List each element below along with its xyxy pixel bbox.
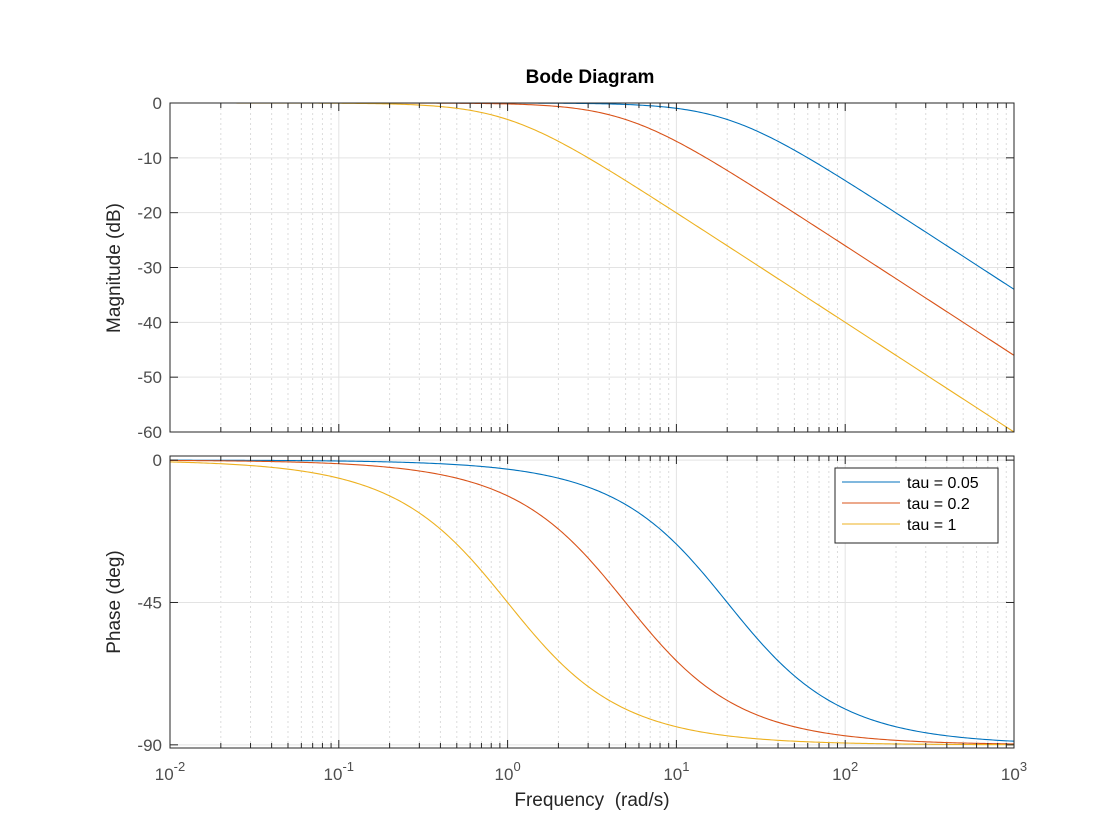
x-tick-label: 103 (1001, 759, 1027, 784)
legend-label: tau = 0.2 (907, 496, 970, 513)
x-tick-exponent: 3 (1020, 759, 1027, 774)
chart-title: Bode Diagram (526, 67, 655, 88)
x-tick-label: 102 (832, 759, 858, 784)
magnitude-ytick-label: -40 (137, 313, 162, 332)
x-tick-label: 101 (663, 759, 689, 784)
legend-label: tau = 1 (907, 517, 956, 534)
phase-ylabel: Phase (deg) (104, 550, 125, 654)
magnitude-ytick-label: -60 (137, 423, 162, 442)
x-tick-exponent: 0 (513, 759, 520, 774)
x-tick-exponent: -1 (342, 759, 354, 774)
x-tick-exponent: 1 (682, 759, 689, 774)
phase-grid (170, 456, 1014, 748)
x-tick-base: 10 (1001, 765, 1020, 784)
x-tick-base: 10 (495, 765, 514, 784)
phase-ytick-label: -90 (137, 736, 162, 755)
phase-curve-tau-1 (169, 461, 1015, 746)
legend: tau = 0.05 tau = 0.2 tau = 1 (834, 467, 999, 544)
magnitude-ytick-label: -30 (137, 259, 162, 278)
x-tick-exponent: -2 (174, 759, 186, 774)
legend-label: tau = 0.05 (907, 475, 979, 492)
x-tick-label: 10-2 (155, 759, 185, 784)
xlabel: Frequency (rad/s) (514, 790, 669, 811)
magnitude-ylabel: Magnitude (dB) (104, 203, 125, 333)
x-tick-base: 10 (324, 765, 343, 784)
magnitude-ytick-label: -20 (137, 204, 162, 223)
phase-curve-tau-0-05 (169, 459, 1015, 742)
magnitude-ytick-label: -10 (137, 149, 162, 168)
x-tick-base: 10 (155, 765, 174, 784)
phase-ytick-label: -45 (137, 593, 162, 612)
phase-curves (169, 459, 1015, 746)
legend-box (834, 467, 999, 544)
x-tick-base: 10 (663, 765, 682, 784)
x-tick-exponent: 2 (851, 759, 858, 774)
magnitude-ticks: 0 -10 -20 -30 -40 -50 -60 (137, 94, 1014, 442)
magnitude-ytick-label: -50 (137, 368, 162, 387)
magnitude-ytick-label: 0 (153, 94, 162, 113)
x-tick-label: 10-1 (324, 759, 354, 784)
phase-curve-tau-0-2 (169, 459, 1015, 745)
phase-ytick-label: 0 (153, 451, 162, 470)
x-tick-label: 100 (495, 759, 521, 784)
x-tick-base: 10 (832, 765, 851, 784)
